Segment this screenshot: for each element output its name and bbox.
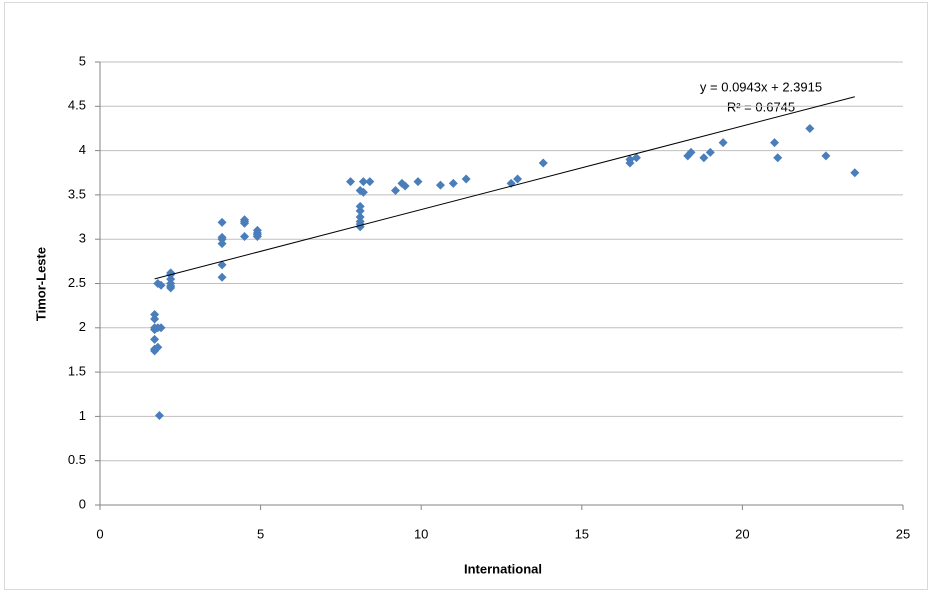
point [150,314,160,324]
point [705,147,715,157]
point [686,147,696,157]
point [805,123,815,133]
point [358,177,368,187]
y-tick-label: 0 [79,496,86,511]
x-tick-label: 5 [257,526,264,541]
point [154,411,164,421]
point [156,323,166,333]
point [156,280,166,290]
point [413,177,423,187]
point [513,174,523,184]
x-tick-label: 15 [575,526,589,541]
y-tick-label: 1.5 [68,364,86,379]
point [365,177,375,187]
point [346,177,356,187]
point [217,260,227,270]
y-axis-title: Timor-Leste [33,247,48,321]
x-tick-label: 20 [735,526,749,541]
y-tick-label: 3 [79,231,86,246]
y-tick-label: 2.5 [68,275,86,290]
point [358,187,368,197]
point [631,153,641,163]
point [166,283,176,293]
point [538,158,548,168]
point [625,154,635,164]
x-tick-label: 10 [414,526,428,541]
point [773,153,783,163]
point [461,174,471,184]
point [240,232,250,242]
point [150,334,160,344]
y-tick-label: 2 [79,319,86,334]
y-tick-label: 4.5 [68,98,86,113]
y-tick-label: 1 [79,408,86,423]
y-tick-label: 4 [79,142,86,157]
point [153,342,163,352]
point [400,181,410,191]
trendline [154,96,855,280]
point [217,239,227,249]
point [217,217,227,227]
x-axis-title: International [464,561,542,576]
point [252,232,262,242]
point [821,151,831,161]
point [718,138,728,148]
y-tick-label: 0.5 [68,452,86,467]
point [699,153,709,163]
point [217,272,227,282]
point [391,185,401,195]
x-tick-label: 25 [896,526,910,541]
trendline-equation: y = 0.0943x + 2.3915 [700,79,822,94]
point [240,218,250,228]
x-tick-label: 0 [96,526,103,541]
point [435,180,445,190]
point [448,178,458,188]
point [770,138,780,148]
trendline-r2: R² = 0.6745 [727,99,795,114]
chart-frame [4,2,928,590]
point [355,206,365,216]
y-tick-label: 5 [79,53,86,68]
y-tick-label: 3.5 [68,186,86,201]
point [850,168,860,178]
